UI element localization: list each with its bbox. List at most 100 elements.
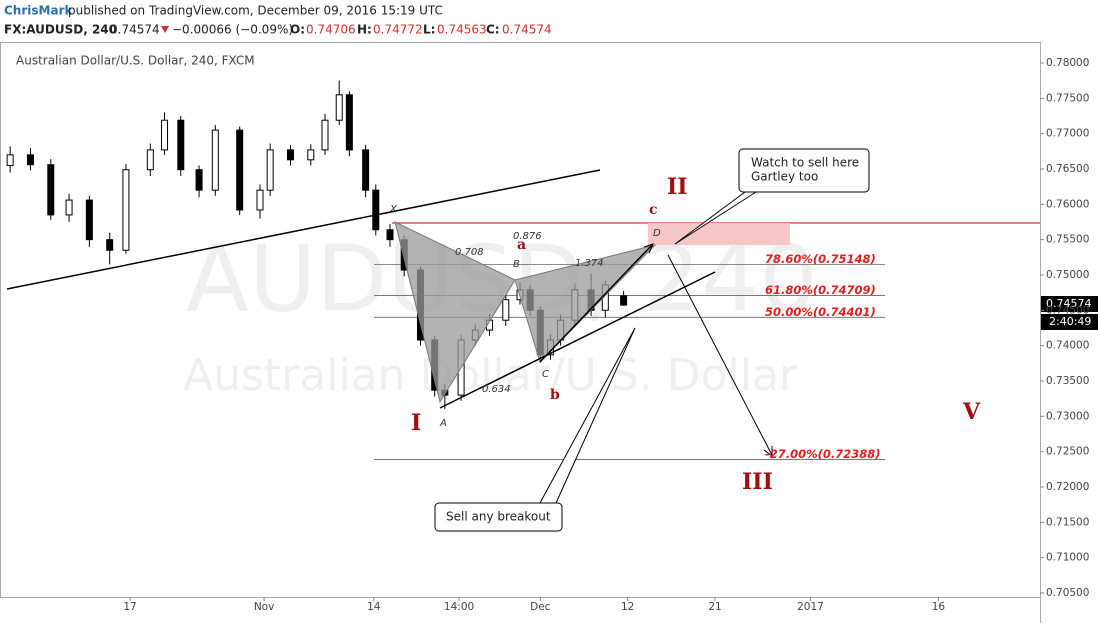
candle-body bbox=[307, 149, 315, 161]
x-tick-label: 14:00 bbox=[444, 601, 474, 613]
wave-label: III bbox=[742, 469, 773, 495]
trendline bbox=[539, 244, 653, 363]
wave-label: a bbox=[517, 237, 526, 253]
fib-label: 61.80%(0.74709) bbox=[765, 283, 876, 297]
ratio-label: 1.374 bbox=[575, 258, 604, 269]
candle-body bbox=[386, 229, 394, 241]
y-tick-label: 0.70500 bbox=[1046, 587, 1089, 599]
candle-body bbox=[161, 119, 169, 151]
x-tick-label: Dec bbox=[530, 601, 551, 613]
h-label: H: bbox=[357, 23, 372, 37]
trendline bbox=[6, 169, 601, 290]
x-tick-label: 16 bbox=[932, 601, 946, 613]
callout-box bbox=[738, 148, 870, 193]
x-tick-label: 12 bbox=[621, 601, 634, 613]
wave-label: b bbox=[550, 387, 560, 403]
y-tick-label: 0.77500 bbox=[1046, 92, 1089, 104]
sell-zone bbox=[648, 223, 790, 245]
y-tick-label: 0.72000 bbox=[1046, 481, 1089, 493]
countdown-box bbox=[1041, 314, 1098, 330]
wave-label: I bbox=[411, 410, 421, 436]
close-value: 0.74574 bbox=[502, 23, 552, 37]
ratio-label: 0.708 bbox=[455, 247, 484, 258]
trendline bbox=[439, 271, 716, 409]
change: −0.00066 (−0.09%) bbox=[172, 23, 293, 37]
low-value: 0.74563 bbox=[437, 23, 487, 37]
wave-label: c bbox=[649, 202, 658, 218]
candle-body bbox=[362, 149, 370, 191]
open-value: 0.74706 bbox=[306, 23, 356, 37]
x-tick-label: Nov bbox=[254, 601, 275, 613]
down-arrow bbox=[161, 26, 169, 33]
callout-text: Watch to sell here bbox=[751, 156, 859, 170]
point-label: B bbox=[513, 259, 520, 270]
y-tick-label: 0.76500 bbox=[1046, 163, 1089, 175]
x-tick-label: 21 bbox=[708, 601, 721, 613]
last-price-box bbox=[1041, 296, 1098, 312]
candle-body bbox=[85, 199, 93, 241]
candle-body bbox=[286, 149, 294, 161]
y-tick-label: 0.73500 bbox=[1046, 375, 1089, 387]
candle-body bbox=[65, 199, 73, 216]
candle-body bbox=[256, 189, 264, 211]
candle-body bbox=[266, 149, 274, 191]
candle-body bbox=[146, 149, 154, 171]
published: published on TradingView.com, December 0… bbox=[68, 4, 443, 18]
candle-body bbox=[122, 169, 130, 251]
last-price-label: 0.74574 bbox=[1046, 297, 1092, 310]
drawings bbox=[6, 148, 1040, 532]
candle-body bbox=[321, 119, 329, 151]
callout-text: Gartley too bbox=[751, 170, 818, 184]
last-price: 0.74574 bbox=[110, 23, 160, 37]
chart-title: Australian Dollar/U.S. Dollar, 240, FXCM bbox=[16, 54, 255, 68]
y-tick-label: 0.73000 bbox=[1046, 410, 1089, 422]
high-value: 0.74772 bbox=[373, 23, 423, 37]
fib-label: 50.00%(0.74401) bbox=[765, 305, 876, 319]
l-label: L: bbox=[423, 23, 435, 37]
candle-body bbox=[236, 129, 244, 211]
candle-body bbox=[177, 119, 185, 171]
candle-body bbox=[335, 94, 343, 121]
arrowhead bbox=[763, 446, 773, 457]
callout-pointer bbox=[539, 327, 636, 504]
author[interactable]: ChrisMark bbox=[4, 4, 73, 18]
y-tick-label: 0.71500 bbox=[1046, 516, 1089, 528]
y-tick-label: 0.71000 bbox=[1046, 552, 1089, 564]
wave-label: V bbox=[962, 399, 981, 425]
candle-body bbox=[26, 154, 34, 166]
projection-arrow bbox=[667, 254, 773, 456]
y-tick-label: 0.74000 bbox=[1046, 340, 1089, 352]
pattern-xab bbox=[394, 221, 516, 404]
point-label: A bbox=[439, 418, 447, 429]
point-label: D bbox=[653, 228, 661, 239]
callout-text: Sell any breakout bbox=[446, 510, 551, 524]
point-label: C bbox=[542, 369, 549, 380]
x-tick-label: 2017 bbox=[797, 601, 824, 613]
ratio-label: 0.634 bbox=[482, 384, 511, 395]
y-tick-label: 0.75000 bbox=[1046, 269, 1089, 281]
y-tick-label: 0.75500 bbox=[1046, 234, 1089, 246]
x-tick-label: 17 bbox=[123, 601, 136, 613]
fib-label: -27.00%(0.72388) bbox=[765, 447, 881, 461]
y-tick-label: 0.72500 bbox=[1046, 446, 1089, 458]
candle-body bbox=[195, 169, 203, 191]
pattern-bcd bbox=[514, 244, 657, 363]
candle-body bbox=[6, 154, 14, 166]
candle-body bbox=[106, 239, 114, 251]
countdown: 2:40:49 bbox=[1049, 315, 1091, 328]
x-tick-label: 14 bbox=[367, 601, 381, 613]
candle-body bbox=[211, 129, 219, 191]
y-tick-label: 0.74500 bbox=[1046, 304, 1089, 316]
ratio-label: 0.876 bbox=[513, 231, 542, 242]
symbol: FX:AUDUSD, 240 bbox=[4, 23, 117, 37]
candle-body bbox=[502, 299, 510, 321]
fib-label: 78.60%(0.75148) bbox=[765, 252, 876, 266]
wave-label: II bbox=[667, 174, 688, 200]
watermark-sub: Australian Dollar/U.S. Dollar bbox=[183, 350, 798, 401]
arrowhead bbox=[643, 243, 654, 254]
y-tick-label: 0.76000 bbox=[1046, 198, 1089, 210]
y-tick-label: 0.77000 bbox=[1046, 128, 1089, 140]
candle-body bbox=[345, 94, 353, 151]
point-label: X bbox=[389, 204, 398, 215]
